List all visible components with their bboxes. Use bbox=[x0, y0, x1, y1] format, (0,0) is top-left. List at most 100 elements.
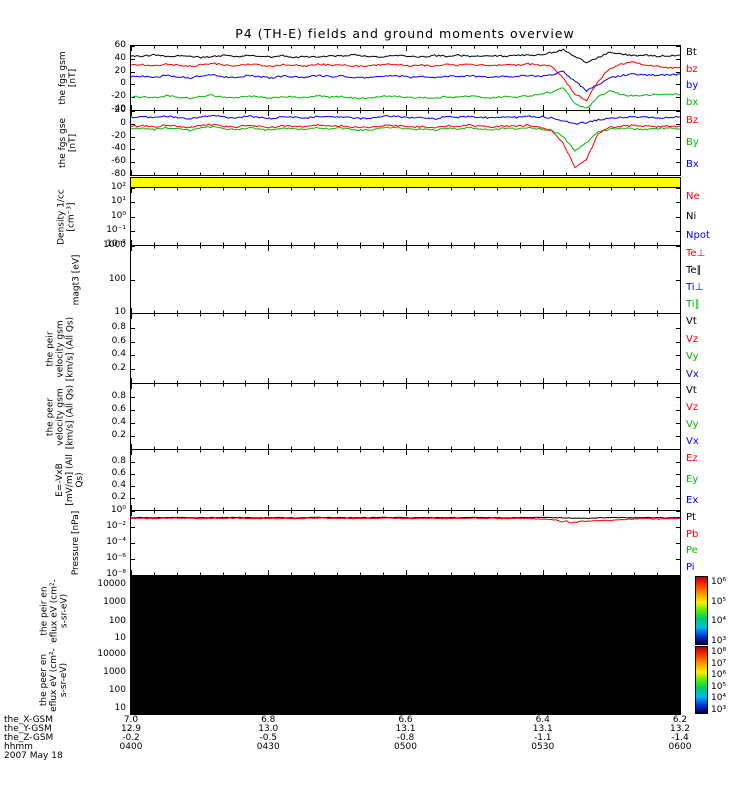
y-tick-label: 0.2 bbox=[111, 492, 126, 502]
legend-Vx: Vx bbox=[686, 435, 699, 447]
y-tick-label: 10⁰ bbox=[110, 210, 126, 221]
colorbar-spec_peir bbox=[695, 576, 708, 645]
y-tick-label: 10⁻⁶ bbox=[106, 553, 126, 563]
panel-canvas-efield bbox=[131, 450, 680, 510]
footer-tick-value: 12.9 bbox=[120, 724, 142, 734]
y-tick-label: 1000 bbox=[103, 240, 126, 250]
trace-Bx bbox=[131, 115, 680, 125]
y-tick-label: 100 bbox=[108, 684, 126, 695]
legend-Pt: Pt bbox=[686, 512, 696, 524]
trace-Bt bbox=[131, 48, 680, 64]
footer-tick-value: 7.0 bbox=[123, 715, 139, 725]
trace-By bbox=[131, 125, 680, 152]
y-tick-label: 10⁻⁸ bbox=[106, 569, 126, 579]
footer-tick-value: 13.1 bbox=[395, 724, 416, 734]
footer-tick-value: -1.1 bbox=[533, 733, 552, 743]
legend-Bt: Bt bbox=[686, 47, 697, 59]
legend-Vz: Vz bbox=[686, 333, 699, 345]
panel-canvas-density bbox=[131, 188, 680, 245]
y-tick-label: 0.2 bbox=[111, 363, 126, 374]
y-tick-label: 10¹ bbox=[110, 196, 126, 207]
footer-tick-value: 13.1 bbox=[532, 724, 553, 734]
legend-Vz: Vz bbox=[686, 402, 699, 414]
y-axis-label-spec_peer: the peer en eflux eV (cm²-s-sr-eV) bbox=[39, 648, 69, 712]
y-axis-label-vel_peir: the peir velocity gsm [km/s] (All Qs) bbox=[45, 316, 75, 381]
y-tick-label: 0.8 bbox=[111, 456, 126, 466]
y-tick-label: 0.4 bbox=[111, 417, 126, 427]
y-tick-label: 10² bbox=[110, 182, 126, 192]
colorbar-tick-label: 10⁵ bbox=[711, 681, 727, 692]
legend-By: By bbox=[686, 137, 699, 148]
footer-row-label: the_Y-GSM bbox=[4, 724, 52, 734]
legend-Te⊥: Te⊥ bbox=[686, 247, 706, 259]
legend-Bz: Bz bbox=[686, 115, 699, 126]
footer-date: 2007 May 18 bbox=[4, 751, 63, 761]
y-tick-label: 20 bbox=[114, 105, 126, 115]
y-tick-label: -40 bbox=[111, 143, 126, 154]
footer-tick-value: -0.8 bbox=[396, 733, 415, 743]
y-tick-label: 10000 bbox=[97, 648, 126, 659]
footer-tick-value: -0.5 bbox=[259, 733, 278, 743]
footer-tick-value: 6.8 bbox=[261, 715, 276, 725]
y-tick-label: 10 bbox=[114, 307, 126, 317]
footer-tick-value: 0430 bbox=[256, 742, 280, 752]
colorbar-spec_peer bbox=[695, 646, 708, 714]
legend-Vx: Vx bbox=[686, 369, 699, 381]
colorbar-tick-label: 10⁷ bbox=[711, 658, 727, 669]
footer-tick-value: 0500 bbox=[394, 742, 417, 752]
colorbar-tick-label: 10⁴ bbox=[711, 693, 727, 704]
y-tick-label: 10⁻¹ bbox=[106, 224, 126, 235]
y-tick-label: -60 bbox=[111, 156, 126, 167]
legend-by: by bbox=[686, 80, 699, 92]
trace-by bbox=[131, 70, 680, 93]
y-tick-label: 40 bbox=[114, 52, 126, 63]
y-tick-label: 10 bbox=[114, 633, 126, 644]
y-tick-label: 10⁻² bbox=[106, 239, 126, 249]
panel-vel_peer bbox=[130, 383, 681, 450]
y-tick-label: 0 bbox=[120, 117, 126, 128]
panel-density bbox=[130, 187, 681, 246]
footer-tick-value: 0400 bbox=[119, 742, 143, 752]
panel-canvas-fgs_gse bbox=[131, 111, 680, 175]
footer-tick-value: 13.2 bbox=[669, 724, 691, 734]
panel-fgs_gsm bbox=[130, 45, 681, 111]
legend-Pb: Pb bbox=[686, 528, 699, 540]
y-tick-label: 10 bbox=[114, 702, 126, 713]
legend-Vt: Vt bbox=[686, 315, 697, 327]
footer-row-label: hhmm bbox=[4, 742, 33, 752]
y-tick-label: 10⁰ bbox=[110, 505, 126, 515]
trace-Pt bbox=[131, 516, 680, 520]
trace-Pb bbox=[131, 517, 680, 524]
panel-fgs_gse bbox=[130, 110, 681, 176]
panel-spec_peer bbox=[130, 645, 681, 715]
footer-tick-value: 6.6 bbox=[398, 715, 413, 725]
y-tick-label: 0 bbox=[120, 78, 126, 89]
y-tick-label: 10⁻² bbox=[106, 521, 126, 531]
legend-Vy: Vy bbox=[686, 351, 699, 363]
legend-Npot: Npot bbox=[686, 230, 710, 242]
y-tick-label: 0.6 bbox=[111, 404, 126, 414]
legend-Pi: Pi bbox=[686, 561, 695, 573]
footer-tick-value: -0.2 bbox=[122, 733, 140, 743]
footer-tick-value: 6.2 bbox=[672, 715, 688, 725]
panel-canvas-fgs_gsm bbox=[131, 46, 680, 110]
legend-bz: bz bbox=[686, 63, 698, 75]
panel-pressure bbox=[130, 510, 681, 576]
y-tick-label: 0.8 bbox=[111, 391, 126, 401]
footer-tick-value: 6.4 bbox=[535, 715, 550, 725]
y-tick-label: 20 bbox=[114, 65, 126, 76]
y-tick-label: 1000 bbox=[103, 666, 126, 677]
y-tick-label: 10000 bbox=[97, 578, 126, 589]
trace-bx bbox=[131, 87, 680, 109]
y-tick-label: 100 bbox=[108, 615, 126, 626]
legend-Te∥: Te∥ bbox=[686, 264, 702, 276]
footer-row-label: the_Z-GSM bbox=[4, 733, 54, 743]
colorbar-tick-label: 10⁴ bbox=[711, 616, 727, 627]
colorbar-tick-label: 10⁸ bbox=[711, 647, 727, 657]
legend-Ey: Ey bbox=[686, 474, 699, 485]
legend-Pe: Pe bbox=[686, 545, 698, 557]
footer-row-label: the_X-GSM bbox=[4, 715, 54, 725]
colorbar-tick-label: 10⁵ bbox=[711, 596, 727, 607]
panel-efield bbox=[130, 449, 681, 511]
